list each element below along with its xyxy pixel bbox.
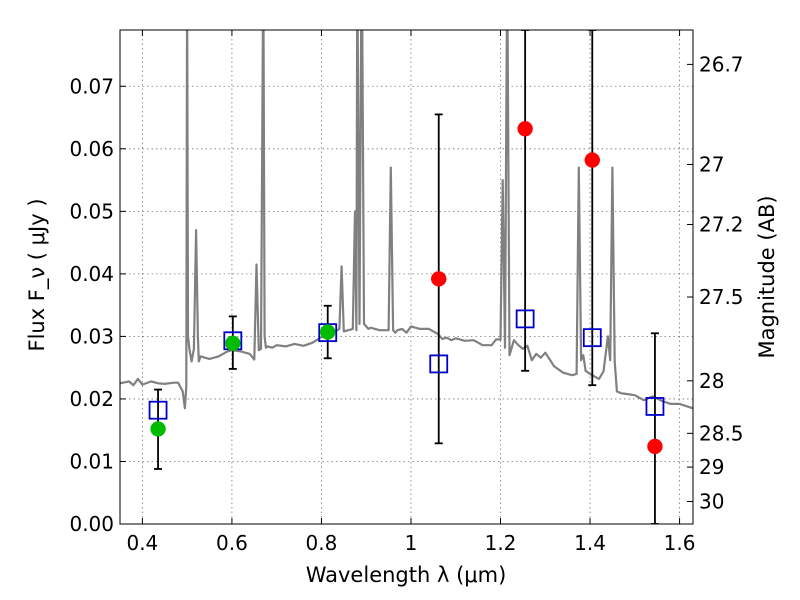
- y-tick-label: 0.03: [69, 324, 114, 348]
- detection-point: [319, 324, 336, 340]
- magnitude-tick-label: 27.2: [699, 212, 744, 236]
- magnitude-tick-label: 28.5: [699, 421, 744, 445]
- magnitude-tick-label: 30: [699, 489, 724, 513]
- magnitude-tick-label: 29: [699, 455, 724, 479]
- detection-point: [225, 335, 241, 352]
- x-tick-label: 0.8: [306, 531, 338, 555]
- x-tick-label: 1.4: [574, 531, 606, 555]
- x-axis-ticks: 0.4 0.6 0.8 1 1.2 1.4 1.6: [126, 30, 695, 555]
- model-flux-square: [582, 328, 602, 348]
- model-spectrum: [120, 30, 693, 410]
- x-tick-label: 1: [405, 531, 418, 555]
- upper-limit-point: [517, 121, 533, 137]
- magnitude-tick-label: 28: [699, 369, 724, 393]
- model-flux-square: [515, 309, 535, 329]
- error-bars: [154, 30, 659, 524]
- model-spectrum-line: [120, 30, 693, 410]
- y-tick-label: 0.00: [69, 512, 114, 536]
- y-tick-label: 0.01: [69, 449, 114, 473]
- x-tick-label: 0.6: [216, 531, 248, 555]
- y-axis-ticks: 0.00 0.01 0.02 0.03 0.04 0.05 0.06 0.07: [69, 74, 126, 536]
- plot-frame: [119, 29, 694, 525]
- upper-limit-point: [647, 438, 663, 455]
- detection-point: [150, 421, 166, 437]
- magnitude-tick-label: 26.7: [699, 52, 744, 76]
- x-axis-label: Wavelength λ (μm): [306, 563, 507, 587]
- x-tick-label: 1.2: [485, 531, 517, 555]
- y-tick-label: 0.02: [69, 387, 114, 411]
- model-flux-square: [148, 400, 168, 420]
- upper-limit-point: [430, 271, 447, 287]
- y-axis-label: Flux F_ν ( μJy ): [25, 198, 50, 351]
- y-tick-label: 0.06: [69, 137, 114, 161]
- grid-lines: [120, 30, 693, 525]
- upper-limit-point: [584, 152, 601, 168]
- magnitude-axis-ticks: 26.7 27 27.2 27.5 28 28.5 29 30: [687, 52, 744, 513]
- y-tick-label: 0.05: [69, 199, 114, 223]
- data-markers: [148, 121, 665, 455]
- magnitude-axis-label: Magnitude (AB): [755, 195, 779, 358]
- y-tick-label: 0.07: [69, 74, 114, 98]
- model-flux-square: [429, 354, 449, 374]
- x-tick-label: 1.6: [664, 531, 696, 555]
- x-tick-label: 0.4: [126, 531, 158, 555]
- magnitude-tick-label: 27.5: [699, 285, 744, 309]
- model-flux-square: [318, 323, 338, 343]
- model-flux-square: [645, 397, 665, 416]
- y-tick-label: 0.04: [69, 262, 114, 286]
- magnitude-tick-label: 27: [699, 152, 724, 176]
